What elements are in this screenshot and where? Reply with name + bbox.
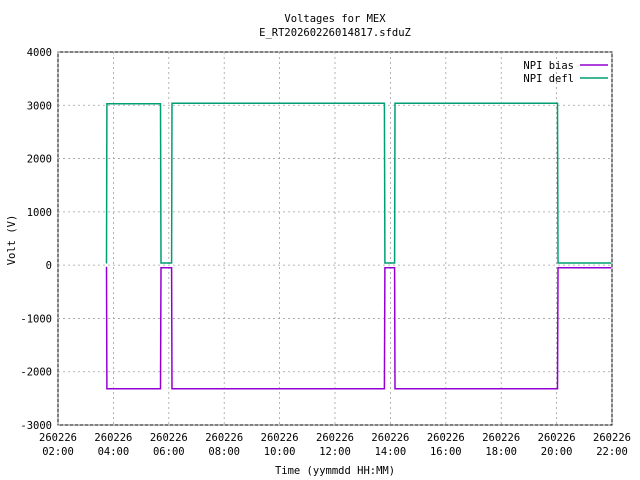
x-tick-label: 260226 14:00 [371, 432, 409, 458]
x-tick-label: 260226 22:00 [593, 432, 631, 458]
x-tick-label: 260226 08:00 [205, 432, 243, 458]
x-tick-label: 260226 18:00 [482, 432, 520, 458]
x-tick-label: 260226 16:00 [427, 432, 465, 458]
y-tick-label: 3000 [27, 100, 52, 112]
y-tick-label: 4000 [27, 47, 52, 59]
x-tick-label: 260226 20:00 [538, 432, 576, 458]
legend-label: NPI bias [523, 60, 574, 72]
y-tick-label: -3000 [20, 420, 52, 432]
chart-title: Voltages for MEX [284, 13, 386, 25]
series-line [105, 102, 612, 264]
y-tick-label: 1000 [27, 207, 52, 219]
y-tick-label: -1000 [20, 313, 52, 325]
x-tick-label: 260226 06:00 [150, 432, 188, 458]
x-axis-label: Time (yymmdd HH:MM) [275, 465, 395, 477]
y-tick-label: -2000 [20, 367, 52, 379]
chart-subtitle: E_RT20260226014817.sfduZ [259, 27, 411, 39]
y-axis-label: Volt (V) [6, 215, 18, 266]
series-line [105, 266, 612, 390]
x-tick-label: 260226 10:00 [261, 432, 299, 458]
x-tick-label: 260226 02:00 [39, 432, 77, 458]
x-tick-label: 260226 12:00 [316, 432, 354, 458]
x-tick-label: 260226 04:00 [94, 432, 132, 458]
legend-label: NPI defl [523, 73, 574, 85]
y-tick-label: 0 [46, 260, 52, 272]
y-tick-label: 2000 [27, 154, 52, 166]
